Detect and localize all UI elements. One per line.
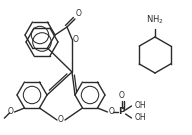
Text: OH: OH [135,114,146,122]
Text: OH: OH [135,102,146,110]
Text: O: O [76,9,82,18]
Text: NH$_2$: NH$_2$ [146,14,164,26]
Text: O: O [73,35,79,43]
Text: O: O [108,107,114,117]
Text: O: O [8,107,13,117]
Text: O: O [58,116,64,124]
Text: P: P [118,107,125,117]
Text: O: O [119,91,124,100]
